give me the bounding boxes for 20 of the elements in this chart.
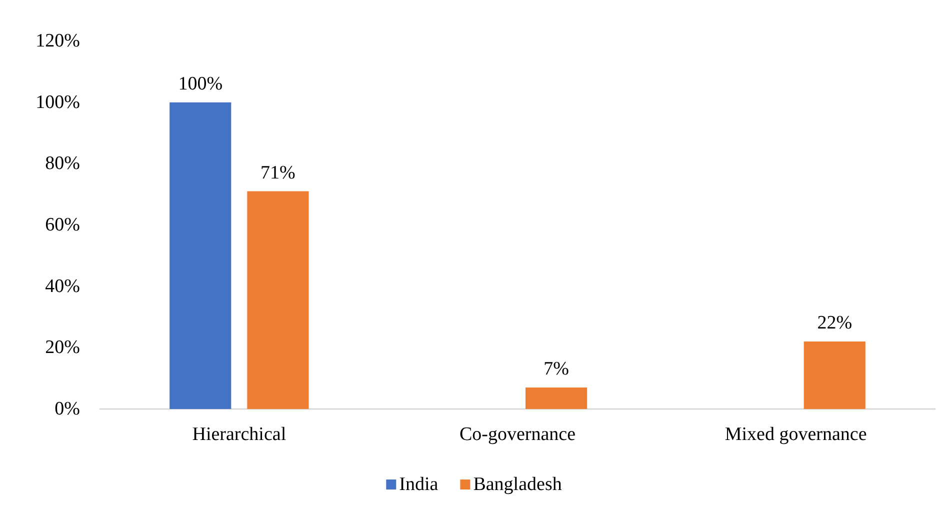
legend-label: India bbox=[399, 474, 439, 495]
y-tick-label: 0% bbox=[54, 398, 80, 420]
y-tick-label: 40% bbox=[45, 276, 80, 297]
bar bbox=[170, 102, 232, 409]
x-tick-label: Hierarchical bbox=[192, 424, 286, 445]
data-label: 71% bbox=[260, 162, 296, 184]
data-label: 100% bbox=[178, 73, 223, 94]
x-tick-label: Mixed governance bbox=[724, 424, 867, 445]
y-tick-label: 100% bbox=[36, 92, 80, 113]
y-tick-label: 20% bbox=[45, 337, 80, 358]
legend-label: Bangladesh bbox=[473, 474, 562, 495]
y-tick-label: 80% bbox=[45, 153, 80, 174]
bar bbox=[247, 191, 309, 409]
bar bbox=[526, 388, 588, 409]
y-tick-label: 120% bbox=[36, 30, 80, 52]
x-tick-label: Co-governance bbox=[459, 424, 576, 445]
data-label: 22% bbox=[817, 312, 852, 334]
y-tick-label: 60% bbox=[45, 214, 80, 236]
data-label: 7% bbox=[544, 358, 570, 380]
bar bbox=[804, 342, 866, 409]
